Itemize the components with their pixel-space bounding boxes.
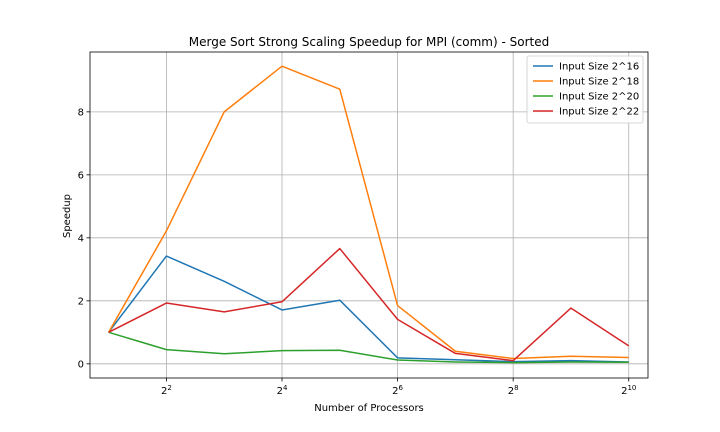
legend-label: Input Size 2^20 (559, 92, 639, 103)
legend: Input Size 2^16 Input Size 2^18 Input Size… (526, 55, 644, 124)
legend-label: Input Size 2^22 (559, 107, 639, 118)
y-tick-label: 0 (78, 359, 84, 370)
y-tick-label: 4 (78, 233, 84, 244)
y-axis-label: Speedup (62, 194, 73, 238)
x-tick-label: 22 (161, 384, 172, 397)
plot-area-frame (89, 51, 649, 379)
chart-title: Merge Sort Strong Scaling Speedup for MP… (189, 35, 549, 49)
x-tick-label: 28 (508, 384, 519, 397)
series-line-4 (108, 247, 630, 362)
y-tick-label: 6 (78, 170, 84, 181)
series-lines (107, 65, 630, 364)
y-tick-label: 8 (78, 107, 84, 118)
x-tick-label: 26 (392, 384, 403, 397)
legend-label: Input Size 2^18 (559, 77, 639, 88)
series-line-2 (107, 65, 629, 360)
x-axis-label: Number of Processors (314, 403, 424, 414)
y-tick-label: 2 (78, 296, 84, 307)
x-tick-label: 24 (277, 384, 288, 397)
legend-box (526, 55, 644, 124)
legend-label: Input Size 2^16 (559, 62, 639, 73)
series-line-3 (108, 331, 629, 364)
series-line-1 (108, 255, 629, 363)
x-tick-label: 210 (621, 384, 636, 397)
